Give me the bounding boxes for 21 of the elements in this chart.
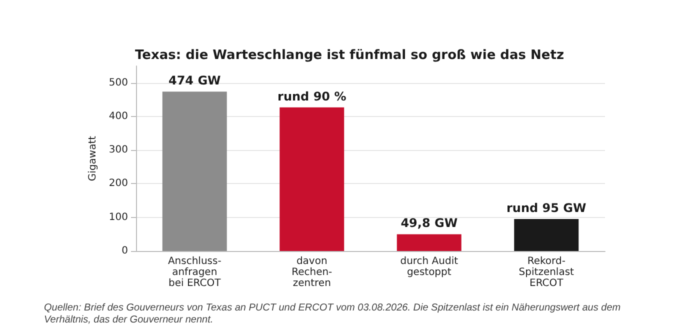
y-tick-label: 400 (108, 110, 128, 122)
x-tick-label: Anschluss- anfragen bei ERCOT (168, 256, 222, 289)
data-label: rund 90 % (278, 89, 346, 104)
chart-title: Texas: die Warteschlange ist fünfmal so groß wie das Netz (135, 48, 564, 63)
source-note: Quellen: Brief des Gouverneurs von Texas an PUCT und ERCOT vom 03.08.2026. Die Spitzenlast ist ein Näherungswert aus dem Verhältnis, das der Gouverneur nennt. (44, 302, 624, 326)
x-tick-label: davon Rechen- zentren (292, 256, 333, 289)
data-label: 474 GW (168, 74, 221, 88)
y-tick-label: 200 (108, 178, 128, 190)
x-tick-label: durch Audit gestoppt (400, 256, 458, 278)
bar (280, 107, 344, 251)
bar (162, 92, 227, 251)
y-tick-label: 0 (122, 246, 128, 256)
y-tick-label: 300 (108, 144, 128, 156)
data-label: rund 95 GW (506, 201, 586, 216)
y-tick-label: 500 (108, 77, 128, 88)
y-axis-title: Gigawatt (88, 136, 98, 182)
y-tick-label: 100 (108, 212, 128, 223)
data-label: 49,8 GW (400, 216, 458, 230)
bar (514, 219, 579, 251)
x-tick-label: Rekord- Spitzenlast ERCOT (518, 256, 574, 289)
bar (396, 234, 462, 251)
